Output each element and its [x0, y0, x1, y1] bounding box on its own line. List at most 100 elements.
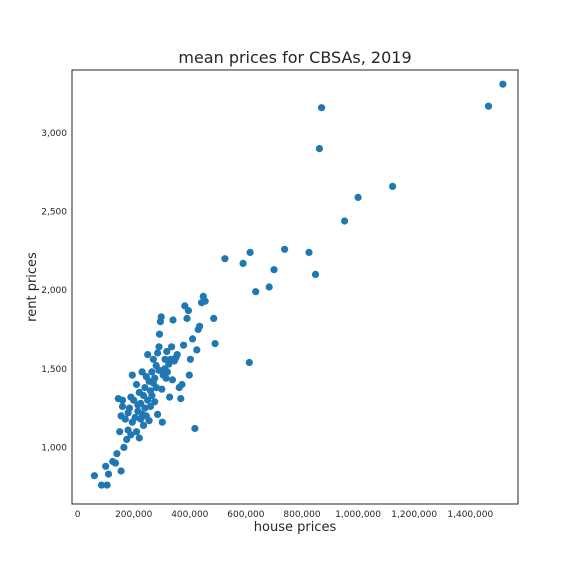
data-point-37 — [139, 391, 148, 400]
data-point-108 — [311, 270, 320, 278]
data-point-9 — [117, 467, 125, 475]
data-point-63 — [158, 385, 166, 393]
data-point-55 — [152, 384, 160, 392]
data-point-38 — [141, 404, 149, 412]
data-point-88 — [186, 355, 194, 363]
data-point-39 — [141, 384, 149, 392]
y-axis-label: rent prices — [25, 252, 40, 322]
data-point-85 — [183, 314, 191, 322]
data-point-8 — [116, 428, 124, 436]
data-point-114 — [484, 102, 493, 110]
data-point-107 — [305, 248, 313, 256]
data-point-33 — [137, 399, 145, 407]
x-tick-label: 0 — [75, 510, 81, 520]
data-point-57 — [154, 410, 162, 418]
data-point-93 — [196, 322, 204, 330]
y-tick-label: 3,000 — [41, 129, 67, 139]
data-point-35 — [138, 368, 146, 376]
data-point-27 — [132, 380, 141, 389]
x-tick-label: 1,200,000 — [391, 510, 437, 520]
data-point-24 — [130, 396, 138, 404]
data-point-4 — [104, 470, 113, 478]
data-point-3 — [103, 481, 111, 489]
data-point-72 — [166, 393, 174, 401]
data-point-60 — [155, 330, 164, 338]
data-point-62 — [157, 313, 165, 321]
data-point-46 — [146, 402, 155, 411]
data-point-23 — [128, 371, 136, 379]
data-point-97 — [210, 314, 218, 322]
data-point-52 — [151, 398, 159, 406]
data-point-98 — [211, 340, 219, 348]
data-point-16 — [123, 435, 131, 444]
data-point-74 — [168, 343, 176, 351]
x-tick-label: 400,000 — [171, 510, 208, 520]
y-tick-label: 1,500 — [41, 365, 67, 375]
chart-title: mean prices for CBSAs, 2019 — [178, 48, 411, 67]
data-point-7 — [113, 450, 121, 458]
data-point-1 — [97, 481, 106, 489]
data-point-75 — [168, 376, 176, 384]
data-point-109 — [315, 145, 323, 153]
data-point-70 — [163, 368, 171, 376]
x-tick-label: 200,000 — [115, 510, 152, 520]
data-point-113 — [389, 182, 397, 190]
data-point-91 — [193, 346, 201, 354]
data-point-100 — [239, 259, 247, 267]
data-point-69 — [163, 347, 171, 356]
y-tick-label: 2,500 — [41, 208, 67, 218]
data-point-51 — [149, 355, 157, 363]
data-point-81 — [177, 395, 185, 403]
data-point-43 — [144, 351, 152, 359]
y-tick-label: 2,000 — [41, 286, 67, 296]
data-point-87 — [185, 371, 193, 379]
data-point-30 — [135, 434, 143, 442]
data-point-101 — [245, 358, 253, 367]
data-point-79 — [173, 351, 181, 359]
data-point-53 — [151, 374, 159, 382]
data-point-111 — [341, 217, 349, 225]
x-axis-label: house prices — [254, 520, 337, 535]
data-point-0 — [90, 472, 98, 480]
data-point-115 — [499, 80, 507, 88]
data-point-19 — [125, 404, 134, 412]
data-point-20 — [127, 431, 135, 439]
data-point-83 — [180, 341, 188, 349]
data-point-12 — [118, 402, 127, 411]
data-point-56 — [154, 349, 162, 357]
data-point-44 — [145, 417, 153, 425]
data-point-13 — [118, 396, 127, 404]
data-point-68 — [162, 374, 170, 382]
data-point-103 — [252, 288, 260, 296]
data-point-58 — [155, 366, 163, 374]
plot-frame — [71, 69, 519, 505]
data-point-2 — [102, 462, 110, 470]
data-point-89 — [189, 335, 197, 343]
data-point-76 — [169, 316, 177, 324]
y-ticks: 1,000 1,500 2,000 2,500 3,000 — [41, 129, 67, 454]
data-point-104 — [265, 283, 273, 291]
data-point-26 — [132, 428, 141, 436]
data-point-82 — [178, 380, 186, 389]
data-point-110 — [318, 104, 326, 112]
data-point-86 — [184, 307, 192, 315]
x-tick-label: 1,000,000 — [335, 510, 381, 520]
x-ticks: 0 200,000 400,000 600,000 800,000 1,000,000 1,… — [75, 510, 494, 520]
data-point-102 — [246, 248, 254, 256]
data-point-64 — [158, 418, 166, 426]
data-point-96 — [201, 297, 209, 305]
data-point-59 — [155, 343, 163, 351]
data-point-49 — [148, 391, 156, 400]
x-tick-label: 800,000 — [283, 510, 320, 520]
data-point-99 — [221, 255, 229, 263]
y-tick-label: 1,000 — [41, 443, 67, 453]
data-point-15 — [121, 415, 129, 423]
points-layer — [90, 80, 507, 489]
data-point-90 — [191, 424, 199, 433]
data-point-36 — [139, 421, 148, 429]
data-point-6 — [111, 459, 120, 467]
x-tick-label: 1,400,000 — [447, 510, 493, 520]
data-point-105 — [270, 266, 278, 274]
